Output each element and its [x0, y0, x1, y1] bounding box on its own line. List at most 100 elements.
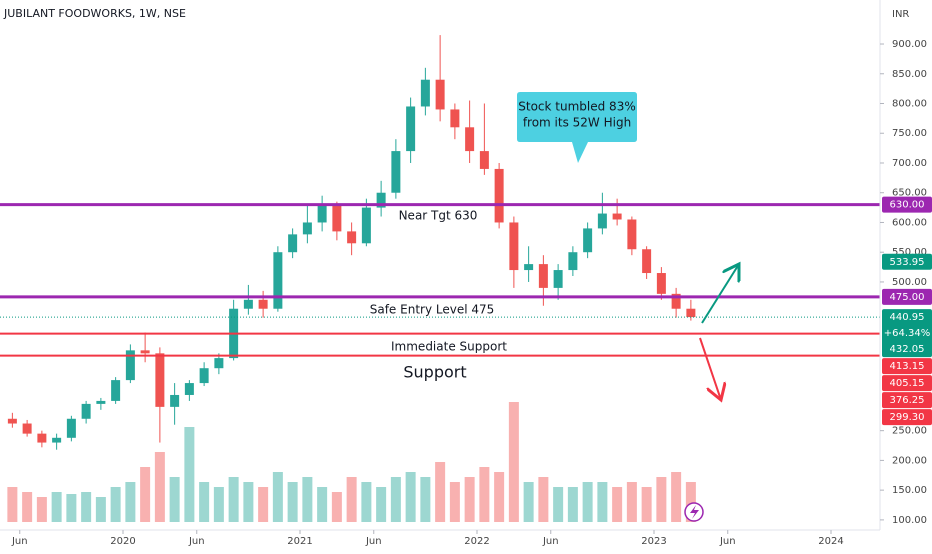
- x-tick-label: 2021: [287, 536, 312, 547]
- y-tick-label: 800.00: [892, 99, 927, 110]
- volume-bar: [567, 487, 578, 522]
- candle-body: [52, 437, 62, 443]
- volume-bar: [110, 487, 121, 522]
- volume-bar: [582, 482, 593, 522]
- price-tag: [882, 392, 932, 409]
- candle-body: [406, 106, 416, 152]
- price-tag-label: 405.15: [890, 378, 925, 389]
- volume-bar: [420, 477, 431, 522]
- candle-body: [686, 308, 696, 318]
- volume-bar: [125, 482, 136, 522]
- y-tick-label: 650.00: [892, 188, 927, 199]
- y-tick-label: 100.00: [892, 515, 927, 526]
- price-tag-label: 299.30: [890, 412, 925, 423]
- candle-body: [317, 204, 327, 223]
- chart-title: JUBILANT FOODWORKS, 1W, NSE: [3, 7, 186, 20]
- candle-body: [538, 264, 548, 288]
- candle-body: [170, 394, 180, 407]
- y-tick-label: 150.00: [892, 485, 927, 496]
- candle-body: [450, 109, 460, 128]
- candle-body: [597, 213, 607, 229]
- y-tick-label: 200.00: [892, 455, 927, 466]
- candle-body: [656, 273, 666, 294]
- price-tag-sub: 432.05: [890, 344, 925, 355]
- x-tick-label: 2024: [818, 536, 843, 547]
- price-tag: [882, 288, 932, 305]
- x-tick-label: Jun: [11, 536, 28, 547]
- currency: INR: [892, 9, 909, 20]
- price-tag-label: 440.95: [890, 312, 925, 323]
- volume-bar: [435, 462, 446, 522]
- volume-bar: [7, 487, 18, 522]
- candle-body: [479, 151, 489, 169]
- annotation: Immediate Support: [391, 340, 507, 354]
- volume-bar: [523, 482, 534, 522]
- volume-bar: [331, 492, 342, 522]
- candle-body: [37, 433, 47, 443]
- candle-body: [376, 192, 386, 208]
- volume-bar: [184, 427, 195, 522]
- x-tick-label: Jun: [365, 536, 382, 547]
- price-tag-label: 475.00: [890, 292, 925, 303]
- candle-body: [22, 423, 32, 434]
- alert-bolt: [690, 505, 699, 519]
- volume-bar: [169, 477, 180, 522]
- candle-body: [524, 264, 534, 271]
- volume-bar: [449, 482, 460, 522]
- x-tick-label: 2020: [110, 536, 135, 547]
- candle-body: [361, 207, 371, 244]
- y-tick-label: 850.00: [892, 69, 927, 80]
- candle-body: [391, 151, 401, 193]
- volume-bar: [81, 492, 92, 522]
- annotation: Near Tgt 630: [399, 209, 478, 223]
- volume-bar: [287, 482, 298, 522]
- volume-bar: [405, 472, 416, 522]
- y-tick-label: 700.00: [892, 158, 927, 169]
- candle-body: [465, 127, 475, 152]
- price-tag: [882, 375, 932, 392]
- volume-bar: [22, 492, 33, 522]
- volume-bar: [376, 487, 387, 522]
- volume-bar: [51, 492, 62, 522]
- candle-body: [642, 249, 652, 274]
- volume-bar: [494, 472, 505, 522]
- price-tag-label: 376.25: [890, 395, 925, 406]
- candle-body: [258, 299, 268, 309]
- volume-bar: [243, 482, 254, 522]
- price-tag: [882, 196, 932, 213]
- candle-body: [553, 270, 563, 288]
- candle-body: [568, 252, 578, 271]
- volume-bar: [302, 477, 313, 522]
- volume-bar: [36, 497, 47, 522]
- volume-bar: [228, 477, 239, 522]
- annotation: Support: [403, 363, 466, 382]
- volume-bar: [626, 482, 637, 522]
- candle-body: [347, 231, 357, 244]
- volume-bar: [199, 482, 210, 522]
- volume-bar: [641, 487, 652, 522]
- x-tick-label: 2022: [464, 536, 489, 547]
- volume-bar: [479, 467, 490, 522]
- candle-body: [273, 252, 283, 309]
- price-tag: [882, 253, 932, 270]
- candle-body: [199, 368, 209, 384]
- candle-body: [184, 383, 194, 395]
- down-arrow: [699, 337, 721, 400]
- volume-bar: [597, 482, 608, 522]
- volume-bar: [508, 402, 519, 522]
- candle-body: [494, 168, 504, 223]
- candle-body: [671, 293, 681, 309]
- volume-bar: [95, 497, 106, 522]
- y-tick-label: 250.00: [892, 426, 927, 437]
- candle-body: [509, 222, 519, 271]
- volume-bar: [361, 482, 372, 522]
- candle-body: [125, 350, 135, 381]
- volume-bar: [464, 477, 475, 522]
- callout-text: Stock tumbled 83%: [518, 100, 635, 114]
- price-tag: [882, 409, 932, 426]
- candle-body: [612, 213, 622, 220]
- volume-bar: [258, 487, 269, 522]
- volume-bar: [390, 477, 401, 522]
- candle-body: [155, 353, 165, 407]
